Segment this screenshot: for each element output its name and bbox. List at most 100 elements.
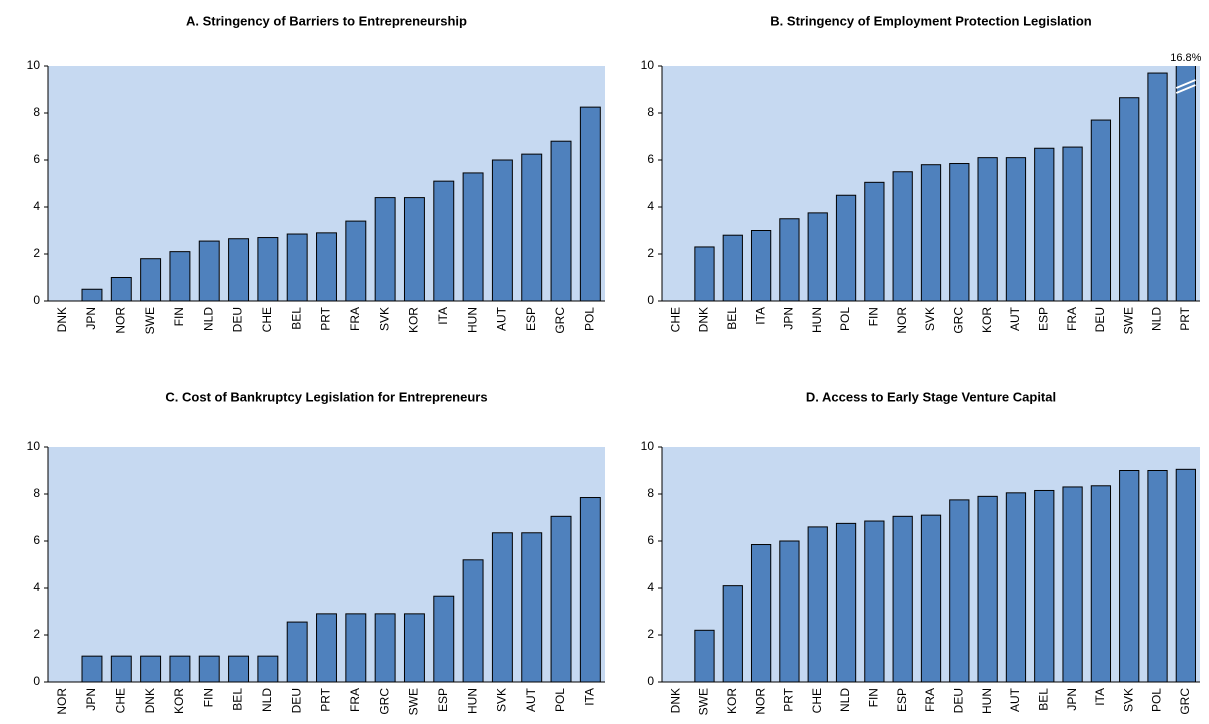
y-tick-label: 0: [33, 674, 40, 688]
x-tick-label: DEU: [289, 688, 303, 713]
bar: [1005, 157, 1027, 301]
bar: [345, 613, 367, 682]
bar: [491, 532, 513, 682]
bar: [1062, 146, 1083, 301]
y-tick-label: 4: [33, 199, 40, 213]
bar: [81, 288, 103, 301]
x-tick-label: HUN: [980, 688, 994, 714]
x-tick-label: GRC: [377, 688, 391, 715]
bar: [1147, 470, 1168, 682]
bar: [521, 153, 543, 301]
x-tick-label: ITA: [1093, 688, 1107, 706]
panel: C. Cost of Bankruptcy Legislation for En…: [27, 389, 605, 715]
x-tick-label: GRC: [1178, 688, 1192, 715]
bar: [579, 497, 601, 682]
bar: [110, 277, 132, 301]
bar: [316, 232, 337, 301]
x-tick-label: PRT: [1178, 306, 1192, 330]
x-tick-label: FRA: [923, 688, 937, 712]
x-tick-label: HUN: [465, 688, 479, 714]
bar: [1005, 492, 1027, 682]
bar: [169, 655, 191, 682]
chart-title: A. Stringency of Barriers to Entrepreneu…: [186, 13, 467, 28]
x-tick-label: POL: [1150, 688, 1164, 712]
x-tick-label: DNK: [55, 307, 69, 332]
bar: [1034, 489, 1055, 682]
bar: [345, 220, 367, 301]
bar: [550, 140, 572, 301]
x-tick-label: JPN: [84, 688, 98, 711]
panel: B. Stringency of Employment Protection L…: [641, 13, 1202, 334]
bar: [374, 613, 396, 682]
y-tick-label: 0: [647, 674, 654, 688]
bar: [807, 212, 828, 301]
x-tick-label: SVK: [923, 307, 937, 331]
bar: [949, 163, 970, 301]
bar: [1175, 468, 1196, 682]
y-tick-label: 2: [33, 246, 40, 260]
x-tick-label: HUN: [465, 307, 479, 333]
x-tick-label: KOR: [407, 307, 421, 333]
x-tick-label: POL: [583, 307, 597, 331]
x-tick-label: SWE: [1121, 307, 1135, 334]
x-tick-label: NOR: [113, 307, 127, 334]
x-tick-label: NLD: [838, 688, 852, 712]
x-tick-label: KOR: [980, 307, 994, 333]
y-tick-label: 10: [27, 439, 41, 453]
bar: [286, 233, 308, 301]
bar: [1147, 72, 1168, 301]
x-tick-label: DEU: [1093, 307, 1107, 332]
x-tick-label: FIN: [867, 307, 881, 326]
bar: [835, 522, 857, 682]
bar: [835, 194, 857, 301]
y-tick-label: 10: [27, 58, 41, 72]
y-tick-label: 6: [33, 152, 40, 166]
x-tick-label: DNK: [668, 688, 682, 713]
x-tick-label: DNK: [697, 307, 711, 332]
x-tick-label: AUT: [1008, 306, 1022, 331]
x-tick-label: AUT: [495, 306, 509, 331]
x-tick-label: CHE: [260, 307, 274, 332]
x-tick-label: DEU: [951, 688, 965, 713]
y-tick-label: 6: [33, 533, 40, 547]
axis-break: [1175, 79, 1196, 89]
bar: [433, 180, 455, 301]
y-tick-label: 6: [647, 152, 654, 166]
bar: [1119, 470, 1140, 682]
bar: [1175, 66, 1196, 301]
bar: [1062, 486, 1083, 682]
bar: [977, 495, 998, 682]
panel: D. Access to Early Stage Venture Capital…: [641, 389, 1200, 715]
x-tick-label: FRA: [348, 307, 362, 331]
y-tick-label: 8: [647, 486, 654, 500]
bar: [110, 655, 132, 682]
x-tick-label: ITA: [583, 688, 597, 706]
chart-title: B. Stringency of Employment Protection L…: [770, 13, 1091, 28]
bar: [750, 230, 772, 301]
bar: [257, 237, 279, 301]
x-tick-label: BEL: [1036, 688, 1050, 711]
bar: [228, 655, 250, 682]
x-tick-label: DNK: [143, 688, 157, 713]
bar: [198, 240, 220, 301]
x-tick-label: BEL: [231, 688, 245, 711]
x-tick-label: HUN: [810, 307, 824, 333]
bar: [864, 181, 885, 301]
bar: [462, 559, 484, 682]
x-tick-label: SWE: [143, 307, 157, 334]
y-tick-label: 0: [33, 293, 40, 307]
x-tick-label: FIN: [201, 688, 215, 707]
bar: [694, 629, 715, 682]
y-tick-label: 0: [647, 293, 654, 307]
value-label: 16.8%: [1170, 52, 1201, 64]
bar: [579, 106, 601, 301]
x-tick-label: ESP: [895, 688, 909, 712]
x-tick-label: POL: [838, 307, 852, 331]
y-tick-label: 10: [641, 439, 655, 453]
x-tick-label: SWE: [697, 688, 711, 715]
bar: [403, 613, 425, 682]
bar: [316, 613, 337, 682]
y-tick-label: 4: [33, 580, 40, 594]
x-tick-label: JPN: [84, 307, 98, 330]
bar: [1119, 97, 1140, 301]
